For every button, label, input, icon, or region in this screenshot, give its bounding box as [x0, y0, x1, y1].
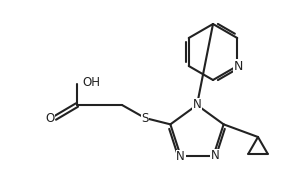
Text: OH: OH [82, 75, 100, 89]
Text: O: O [45, 112, 55, 124]
Text: S: S [141, 112, 149, 124]
Text: N: N [234, 59, 243, 73]
Text: N: N [211, 149, 220, 162]
Text: N: N [176, 150, 185, 163]
Text: N: N [193, 98, 201, 112]
